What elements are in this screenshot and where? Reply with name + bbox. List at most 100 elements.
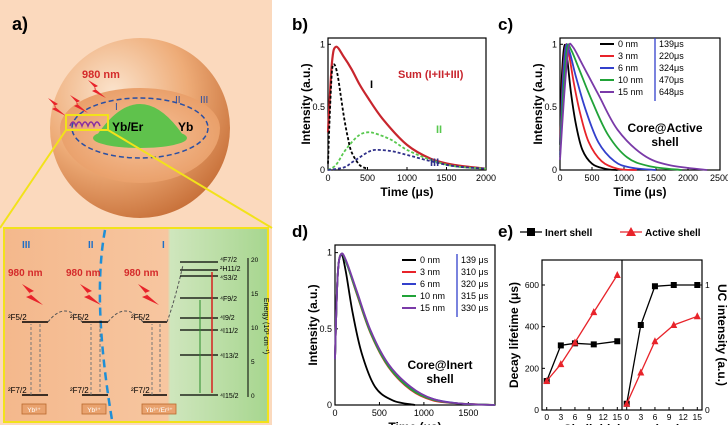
yb-ion-label: Yb³⁺ <box>27 407 41 414</box>
data-point-triangle <box>571 338 579 346</box>
y-axis-label-right: UC intensity (a.u.) <box>715 284 728 386</box>
energy-axis-tick: 0 <box>251 393 255 400</box>
chart-annotation: Core@Active <box>627 121 702 135</box>
legend-entry: 3 nm <box>618 51 638 61</box>
yb-ion-label: Yb³⁺ <box>87 407 101 414</box>
y-tick-label: 1 <box>552 39 557 49</box>
energy-level-inset: III II I 980 nm 980 nm 980 nm ²F5/2 ²F7/… <box>3 227 269 423</box>
y-tick-label: 0 <box>552 165 557 175</box>
y-tick-label: 0 <box>534 405 539 415</box>
y-tick-label: 200 <box>525 363 539 373</box>
x-tick-label: 1500 <box>436 173 456 183</box>
energy-transfer-arc <box>166 264 184 323</box>
series-label: III <box>430 157 439 169</box>
region-II-label: II <box>175 95 181 106</box>
y-tick-label: 1 <box>705 280 710 290</box>
x-tick-label: 1000 <box>397 173 417 183</box>
legend-entry: Active shell <box>645 228 701 239</box>
legend-lifetime: 324μs <box>659 63 684 73</box>
core-composition-label: Yb/Er <box>112 120 144 134</box>
inset-region-II: II <box>88 240 94 251</box>
series-line-i <box>327 63 368 170</box>
data-point-square <box>614 338 621 345</box>
data-point-square <box>557 342 564 349</box>
data-point-triangle <box>590 308 598 316</box>
legend-lifetime: 648μs <box>659 87 684 97</box>
x-tick-label: 1500 <box>458 408 478 418</box>
series-line-active-shell <box>626 315 698 405</box>
legend-entry: 15 nm <box>420 303 445 313</box>
x-tick-label: 2000 <box>678 173 698 183</box>
y-tick-label: 1 <box>320 39 325 49</box>
data-point-triangle <box>557 360 565 368</box>
data-point-triangle <box>693 312 701 320</box>
x-tick-label: 500 <box>584 173 599 183</box>
y-tick-label: 0.5 <box>312 102 325 112</box>
series-line-15-nm <box>334 252 496 406</box>
energy-axis-tick: 10 <box>251 325 259 332</box>
series-line-sum-i-ii-iii- <box>326 45 487 170</box>
er-level-term: ⁴S3/2 <box>220 275 238 282</box>
y-tick-label: 1 <box>327 248 332 258</box>
panel-label: d) <box>292 222 308 241</box>
x-axis-label: Time (μs) <box>388 420 441 425</box>
panel-d-chart: d) 0 500 1000 1500 0 0.5 1 Time (μs) Intensity (a… <box>292 222 496 425</box>
yb-upper-term: ²F5/2 <box>8 313 27 322</box>
y-tick-label: 0 <box>320 165 325 175</box>
x-tick-label: 9 <box>667 412 672 422</box>
x-axis-label: Shell thickness (nm) <box>564 422 681 425</box>
yb-upper-term: ²F5/2 <box>131 313 150 322</box>
series-line-6-nm <box>559 43 657 171</box>
x-tick-label: 1500 <box>646 173 666 183</box>
energy-axis-label: Energy (10³ cm⁻¹) <box>262 298 269 354</box>
x-tick-label: 15 <box>613 412 623 422</box>
y-tick-label: 600 <box>525 280 539 290</box>
legend-lifetime: 220μs <box>659 51 684 61</box>
data-point-triangle <box>623 399 631 407</box>
data-point-square <box>590 341 597 348</box>
data-point-square <box>651 283 658 290</box>
lightning-icon <box>22 284 43 305</box>
panel-b-chart: b) 0 500 1000 1500 2000 0 0.5 1 Time (μs) Intensit… <box>292 15 496 199</box>
shell-composition-label: Yb <box>178 120 193 134</box>
x-axis-label: Time (μs) <box>613 185 666 199</box>
x-axis-label: Time (μs) <box>380 185 433 199</box>
y-axis-label: Intensity (a.u.) <box>531 63 545 144</box>
er-ion-label: Yb³⁺/Er³⁺ <box>145 407 173 414</box>
chart-annotation: Core@Inert <box>407 358 472 372</box>
lightning-icon <box>80 284 101 305</box>
series-line-inert-shell <box>546 340 618 382</box>
plot-frame <box>559 37 721 171</box>
yb-lower-term: ²F7/2 <box>8 386 27 395</box>
energy-transfer-arrows <box>69 121 101 129</box>
er-level-term: ⁴F9/2 <box>220 296 237 303</box>
legend-lifetime: 310 μs <box>461 267 489 277</box>
series-line-ii <box>327 131 487 171</box>
series-label: II <box>436 124 442 136</box>
series-line-active-shell <box>546 274 618 382</box>
legend-lifetime: 315 μs <box>461 291 489 301</box>
data-point-square <box>637 322 644 328</box>
energy-axis-tick: 20 <box>251 257 259 264</box>
y-tick-label: 0 <box>705 405 710 415</box>
inset-wavelength-label: 980 nm <box>8 268 43 279</box>
region-III-label: III <box>200 95 208 106</box>
yb-lower-term: ²F7/2 <box>131 386 150 395</box>
x-tick-label: 2500 <box>710 173 728 183</box>
legend-entry: 6 nm <box>618 63 638 73</box>
er-level-term: ⁴I11/2 <box>220 328 238 335</box>
chart-annotation: shell <box>426 372 453 386</box>
data-point-triangle <box>543 377 551 385</box>
x-tick-label: 0 <box>557 173 562 183</box>
y-tick-label: 0.5 <box>544 102 557 112</box>
inset-frame <box>3 227 269 423</box>
legend-lifetime: 470μs <box>659 75 684 85</box>
x-tick-label: 9 <box>587 412 592 422</box>
x-tick-label: 1000 <box>614 173 634 183</box>
y-axis-label: Intensity (a.u.) <box>299 63 313 144</box>
energy-transfer-arc <box>47 310 83 323</box>
panel-label: c) <box>498 15 513 34</box>
panel-a-label: a) <box>12 14 28 34</box>
energy-axis-tick: 15 <box>251 291 259 298</box>
